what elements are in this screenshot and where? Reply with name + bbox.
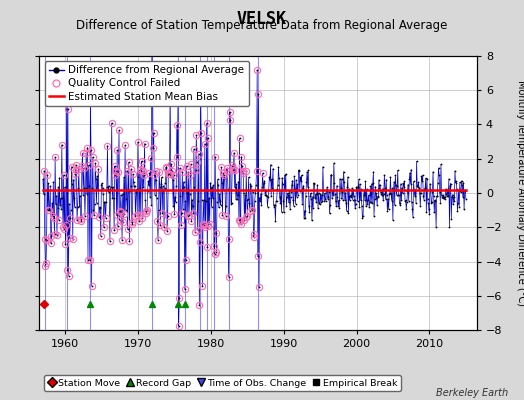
- Y-axis label: Monthly Temperature Anomaly Difference (°C): Monthly Temperature Anomaly Difference (…: [516, 80, 524, 306]
- Legend: Station Move, Record Gap, Time of Obs. Change, Empirical Break: Station Move, Record Gap, Time of Obs. C…: [44, 375, 401, 391]
- Text: VELSK: VELSK: [237, 10, 287, 28]
- Legend: Difference from Regional Average, Quality Control Failed, Estimated Station Mean: Difference from Regional Average, Qualit…: [45, 61, 248, 106]
- Text: Berkeley Earth: Berkeley Earth: [436, 388, 508, 398]
- Text: Difference of Station Temperature Data from Regional Average: Difference of Station Temperature Data f…: [77, 19, 447, 32]
